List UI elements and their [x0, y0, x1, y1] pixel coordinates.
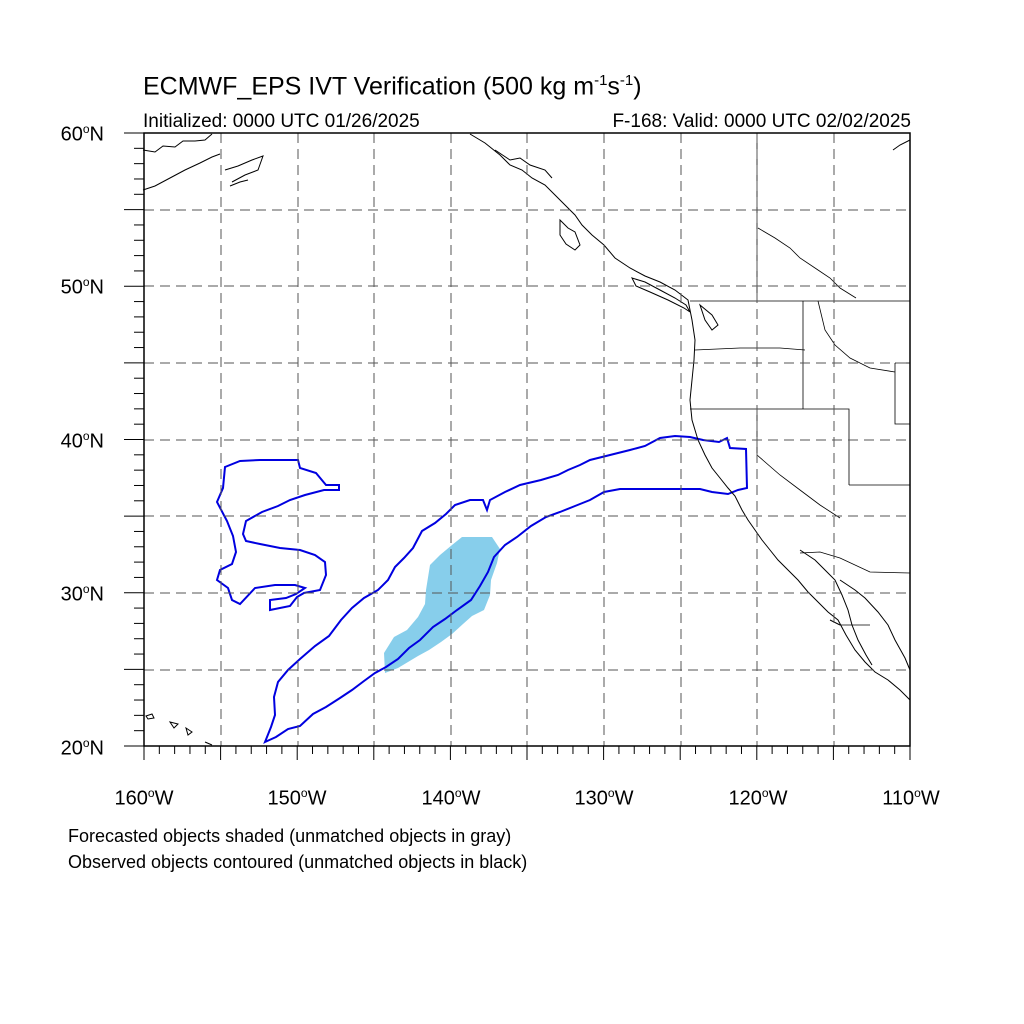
forecast-object: [384, 537, 500, 673]
lat-label-50n: 50oN: [60, 275, 104, 299]
lat-label-60n: 60oN: [60, 122, 104, 146]
lon-label-150w: 150oW: [267, 786, 327, 810]
lon-label-120w: 120oW: [728, 786, 788, 810]
initialized-label: Initialized: 0000 UTC 01/26/2025: [143, 111, 420, 132]
lon-label-160w: 160oW: [114, 786, 174, 810]
observed-detached-contour: [215, 459, 340, 612]
observed-note: Observed objects contoured (unmatched ob…: [68, 852, 528, 872]
forecast-note: Forecasted objects shaded (unmatched obj…: [68, 826, 512, 846]
coastlines: [142, 133, 911, 746]
lon-label-140w: 140oW: [421, 786, 481, 810]
lat-label-20n: 20oN: [60, 736, 104, 760]
tick-marks: [124, 132, 911, 760]
observed-ar-contour: [263, 434, 749, 744]
lat-lon-grid: [144, 133, 910, 746]
valid-time-label: F-168: Valid: 0000 UTC 02/02/2025: [612, 111, 911, 132]
lon-label-110w: 110oW: [882, 786, 940, 810]
boundaries: [690, 133, 911, 626]
lat-label-40n: 40oN: [60, 429, 104, 453]
chart-title: ECMWF_EPS IVT Verification (500 kg m-1s-…: [143, 72, 642, 101]
lon-label-130w: 130oW: [574, 786, 634, 810]
lat-label-30n: 30oN: [60, 582, 104, 606]
